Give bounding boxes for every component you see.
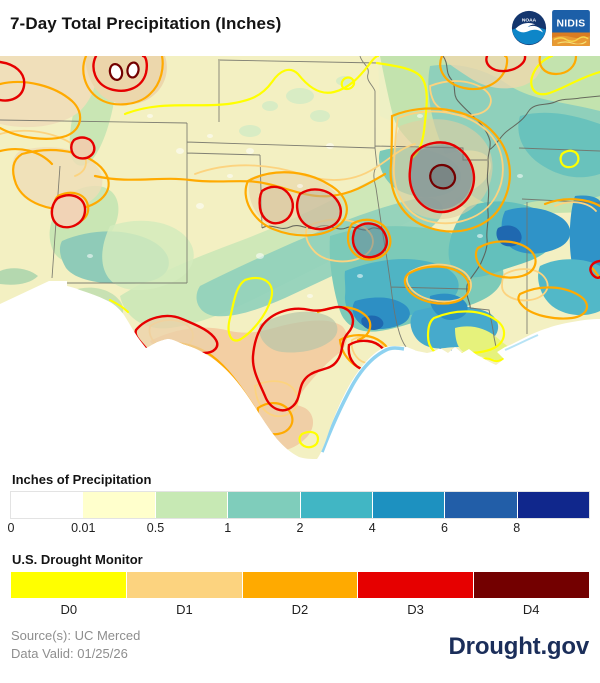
drought-color-segment — [242, 572, 359, 598]
drought-class-label: D4 — [522, 602, 540, 617]
drought-class-label: D2 — [291, 602, 309, 617]
source-line: Source(s): UC Merced — [11, 628, 141, 643]
noaa-logo-icon[interactable]: NOAA — [511, 10, 547, 46]
drought-color-segment — [126, 572, 243, 598]
source-info: Source(s): UC Merced Data Valid: 01/25/2… — [11, 627, 140, 663]
drought-class-label: D0 — [60, 602, 78, 617]
drought-color-segment — [474, 572, 589, 598]
page-title: 7-Day Total Precipitation (Inches) — [10, 14, 282, 33]
drought-legend-title: U.S. Drought Monitor — [12, 552, 143, 567]
svg-text:NOAA: NOAA — [522, 17, 537, 23]
precip-tick-label: 0 — [7, 521, 15, 535]
precip-color-segment — [155, 492, 229, 518]
map-svg — [0, 56, 600, 466]
svg-text:NIDIS: NIDIS — [557, 19, 586, 30]
precip-colorbar — [10, 491, 590, 519]
precip-color-segment — [83, 492, 156, 518]
precip-tick-label: 0.01 — [71, 521, 96, 535]
footer: Source(s): UC Merced Data Valid: 01/25/2… — [0, 617, 600, 663]
drought-class-label: D3 — [407, 602, 424, 617]
drought-class-labels: D0 D1 D2 D3 D4 — [11, 602, 589, 617]
data-valid-line: Data Valid: 01/25/26 — [11, 646, 128, 661]
precipitation-map — [0, 56, 600, 466]
precip-tick-label: 1 — [224, 521, 232, 535]
precip-color-segment — [11, 492, 84, 518]
drought-legend: U.S. Drought Monitor D0 D1 D2 D3 D4 — [0, 552, 600, 617]
precip-color-segment — [445, 492, 518, 518]
drought-color-segment — [358, 572, 475, 598]
drought-color-segment — [11, 572, 127, 598]
nidis-logo-icon[interactable]: NIDIS — [552, 10, 590, 46]
precip-tick-label: 0.5 — [146, 521, 165, 535]
state-boundaries — [0, 56, 600, 348]
precip-tick-label: 6 — [441, 521, 448, 535]
precip-color-segment — [517, 492, 589, 518]
precip-tick-label: 8 — [513, 521, 521, 535]
precip-legend-title: Inches of Precipitation — [12, 472, 152, 487]
header: 7-Day Total Precipitation (Inches) NOAA … — [0, 0, 600, 56]
precip-legend: Inches of Precipitation 0 0.01 0.5 1 2 4 6 8 — [0, 472, 600, 538]
logo-group: NOAA NIDIS — [511, 10, 590, 46]
precip-tick-label: 2 — [296, 521, 304, 535]
precip-color-segment — [228, 492, 301, 518]
precip-color-segment — [300, 492, 373, 518]
precip-tick-label: 4 — [368, 521, 376, 535]
drought-class-label: D1 — [176, 602, 193, 617]
precip-color-segment — [372, 492, 446, 518]
drought-gov-brand[interactable]: Drought.gov — [448, 633, 590, 660]
drought-contours-d3 — [0, 56, 600, 412]
precip-ticks: 0 0.01 0.5 1 2 4 6 8 — [7, 521, 589, 538]
drought-colorbar — [11, 572, 589, 598]
